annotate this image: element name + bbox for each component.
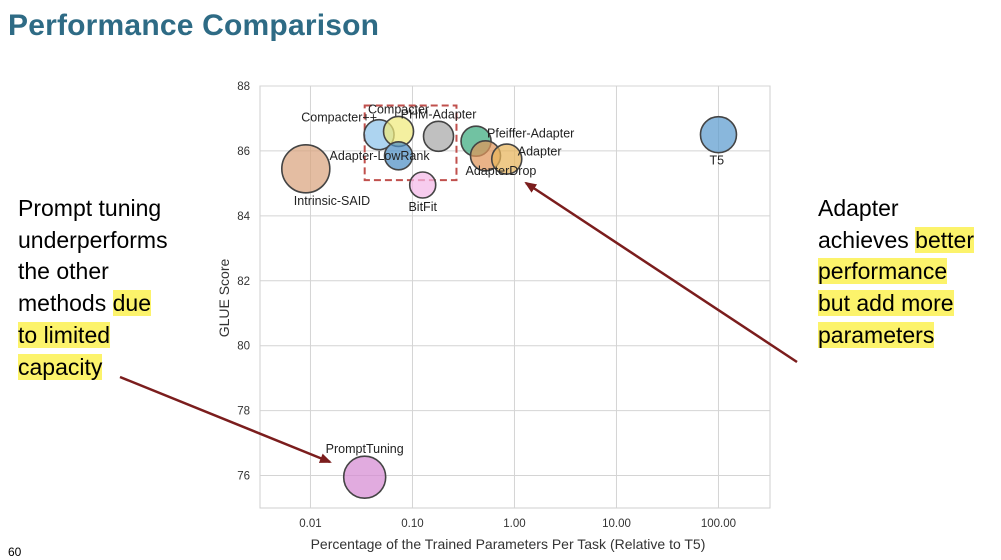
right-callout-line: achieves better: [818, 225, 974, 257]
highlighted-text: due: [112, 290, 151, 317]
point-t5: [699, 115, 738, 154]
y-tick-label: 88: [237, 81, 250, 93]
left-callout-line: underperforms: [18, 225, 168, 257]
y-tick-label: 78: [237, 406, 250, 418]
callout-text: underperforms: [18, 226, 168, 253]
x-tick-label: 100.00: [701, 518, 736, 530]
highlighted-text: capacity: [18, 353, 103, 380]
plot-area: 0.01 0.10 1.00 10.00 100.00 76 78 80 82 84 86 88 Int…: [237, 81, 771, 530]
point-label: PHM-Adapter: [401, 107, 477, 121]
highlighted-text: but add more: [818, 290, 954, 317]
callout-text: Adapter: [818, 195, 899, 221]
y-axis-label: GLUE Score: [216, 258, 232, 337]
left-arrow: [119, 375, 332, 464]
left-callout-line: methods due: [18, 288, 168, 320]
point-prompttuning: [342, 455, 387, 499]
point-label: Compacter++: [301, 111, 377, 125]
y-tick-label: 80: [237, 341, 250, 353]
x-axis-label: Percentage of the Trained Parameters Per…: [311, 536, 706, 552]
left-callout: Prompt tuning underperforms the other metho…: [18, 193, 168, 383]
point-label: Intrinsic-SAID: [294, 194, 370, 208]
y-tick-label: 82: [237, 276, 250, 288]
callout-text: Prompt tuning: [18, 195, 162, 221]
callout-text: methods: [18, 290, 113, 317]
point-label: Pfeiffer-Adapter: [487, 127, 574, 141]
point-label: BitFit: [408, 200, 437, 214]
highlighted-text: better: [915, 226, 974, 253]
right-callout: Adapter achieves better performance but add…: [818, 193, 974, 352]
y-tick-label: 76: [237, 471, 250, 483]
slide-title: Performance Comparison: [8, 9, 380, 42]
x-tick-label: 10.00: [602, 518, 631, 530]
point-label: Adapter-LowRank: [330, 149, 431, 163]
x-tick-label: 0.10: [401, 518, 423, 530]
point-phm-adapter: [422, 120, 455, 153]
left-callout-line: capacity: [18, 352, 168, 384]
point-label: T5: [709, 154, 724, 168]
right-callout-line: but add more: [818, 288, 974, 320]
point-bitfit: [408, 171, 437, 199]
x-tick-label: 0.01: [299, 518, 321, 530]
page-number: 60: [8, 545, 22, 559]
point-adapter-lowrank: [383, 140, 414, 171]
y-tick-label: 84: [237, 211, 250, 223]
point-intrinsic-said: [281, 143, 331, 194]
point-adapter: [490, 143, 523, 175]
callout-text: achieves: [818, 226, 916, 253]
right-callout-line: Adapter: [818, 193, 974, 225]
point-label: AdapterDrop: [466, 164, 537, 178]
point-label: PromptTuning: [326, 442, 404, 456]
right-arrow: [524, 181, 798, 364]
callout-text: the other: [18, 258, 109, 285]
point-label: Adapter: [518, 145, 562, 159]
right-callout-line: parameters: [818, 320, 974, 352]
highlighted-text: to limited: [18, 321, 111, 348]
highlighted-text: parameters: [818, 321, 935, 348]
left-callout-line: the other: [18, 256, 168, 288]
point-label: Compacter: [368, 102, 429, 116]
highlighted-text: performance: [818, 258, 948, 285]
left-callout-line: Prompt tuning: [18, 193, 168, 225]
x-tick-label: 1.00: [503, 518, 525, 530]
right-callout-line: performance: [818, 256, 974, 288]
y-tick-label: 86: [237, 146, 250, 158]
left-callout-line: to limited: [18, 320, 168, 352]
